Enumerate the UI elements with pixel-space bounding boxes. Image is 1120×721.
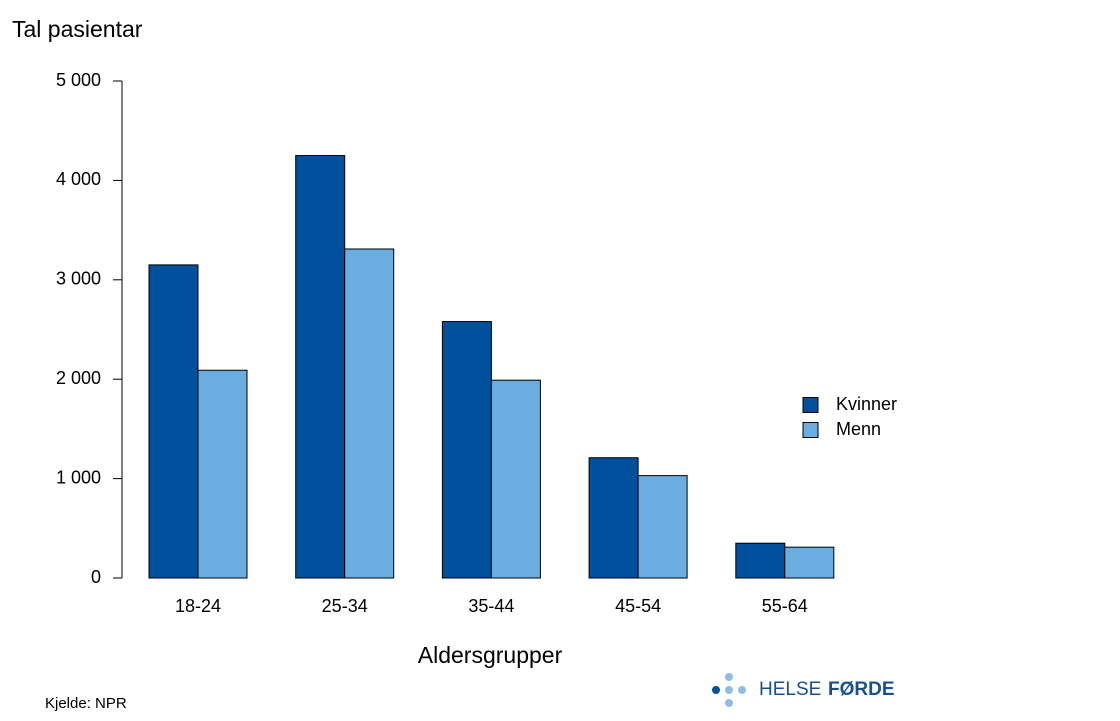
bar xyxy=(148,264,199,579)
y-tick-label: 3 000 xyxy=(56,269,101,289)
y-tick-label: 1 000 xyxy=(56,467,101,487)
bar xyxy=(588,457,639,579)
y-tick-label: 4 000 xyxy=(56,169,101,189)
bar xyxy=(735,542,786,579)
bar xyxy=(344,248,395,579)
source-note: Kjelde: NPR xyxy=(45,695,127,712)
bar xyxy=(784,546,835,579)
bar xyxy=(490,379,541,579)
x-tick-label: 55-64 xyxy=(762,596,808,616)
bar xyxy=(441,321,492,579)
logo-dot xyxy=(725,699,733,707)
y-axis-title: Tal pasientar xyxy=(12,16,143,42)
y-tick-label: 5 000 xyxy=(56,70,101,90)
logo-dot xyxy=(725,686,733,694)
legend-swatch xyxy=(802,397,819,413)
logo-dot xyxy=(712,686,720,694)
x-axis-title: Aldersgrupper xyxy=(418,642,563,668)
y-tick-label: 0 xyxy=(91,567,101,587)
x-tick-label: 45-54 xyxy=(615,596,661,616)
logo-text: HELSE xyxy=(759,679,821,700)
logo: HELSE FØRDE xyxy=(712,673,895,707)
x-tick-label: 18-24 xyxy=(175,596,221,616)
bar xyxy=(637,475,688,579)
logo-dot xyxy=(738,686,746,694)
x-tick-label: 25-34 xyxy=(322,596,368,616)
logo-text: FØRDE xyxy=(828,679,895,700)
bar xyxy=(295,155,346,579)
legend-label: Kvinner xyxy=(836,394,897,414)
legend-swatch xyxy=(802,422,819,438)
legend-label: Menn xyxy=(836,419,881,439)
y-tick-label: 2 000 xyxy=(56,368,101,388)
bar xyxy=(197,369,248,579)
x-tick-label: 35-44 xyxy=(468,596,514,616)
logo-dot xyxy=(725,673,733,681)
